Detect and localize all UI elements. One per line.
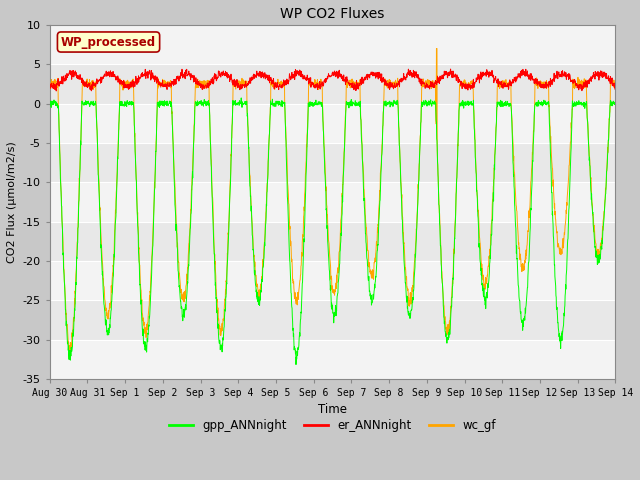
X-axis label: Time: Time xyxy=(318,403,347,417)
Bar xyxy=(50,104,616,143)
Title: WP CO2 Fluxes: WP CO2 Fluxes xyxy=(280,7,385,21)
Bar xyxy=(50,339,616,379)
Bar xyxy=(50,261,616,300)
Bar xyxy=(50,182,616,222)
Bar xyxy=(50,25,616,64)
Y-axis label: CO2 Flux (μmol/m2/s): CO2 Flux (μmol/m2/s) xyxy=(7,141,17,263)
Legend: gpp_ANNnight, er_ANNnight, wc_gf: gpp_ANNnight, er_ANNnight, wc_gf xyxy=(164,414,500,437)
Text: WP_processed: WP_processed xyxy=(61,36,156,48)
